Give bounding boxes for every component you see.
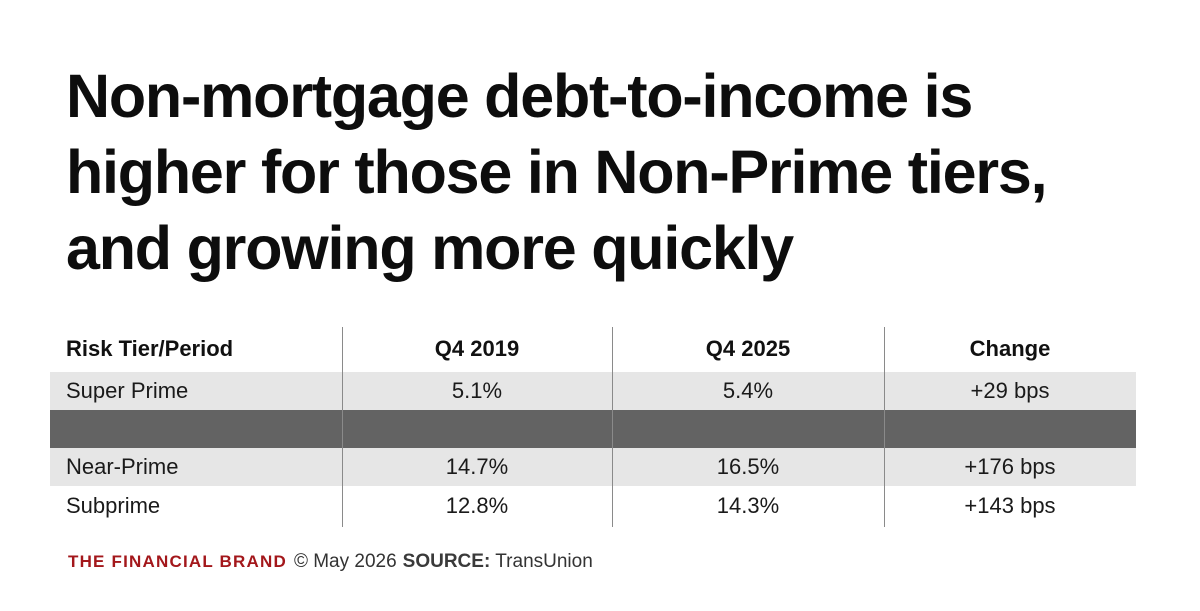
title-line: higher for those in Non-Prime tiers, bbox=[66, 138, 1048, 206]
title-line: and growing more quickly bbox=[66, 214, 794, 282]
column-header-risk-tier: Risk Tier/Period bbox=[66, 336, 234, 361]
cell-risk-tier: Near-Prime bbox=[66, 454, 179, 479]
cell-q4-2019: 12.8% bbox=[445, 493, 509, 518]
cell-q4-2019: 5.1% bbox=[451, 378, 503, 403]
source-name: TransUnion bbox=[495, 551, 593, 572]
copyright-text: © May 2026 bbox=[293, 551, 397, 572]
cell-change: +143 bps bbox=[964, 493, 1056, 518]
table-header-row: Risk Tier/Period Q4 2019 Q4 2025 Change bbox=[50, 327, 1136, 371]
source-label: SOURCE: bbox=[402, 551, 491, 572]
table-row: Subprime 12.8% 14.3% +143 bps bbox=[50, 487, 1136, 525]
cell-q4-2025: 14.3% bbox=[716, 493, 780, 518]
column-divider bbox=[342, 327, 343, 527]
column-divider bbox=[884, 327, 885, 527]
cell-risk-tier: Subprime bbox=[66, 493, 161, 518]
column-header-q4-2025: Q4 2025 bbox=[705, 336, 791, 361]
table-row bbox=[50, 410, 1136, 448]
footer: THE FINANCIAL BRAND © May 2026 SOURCE: T… bbox=[68, 549, 593, 575]
data-table: Risk Tier/Period Q4 2019 Q4 2025 Change … bbox=[50, 327, 1136, 527]
cell-q4-2025: 16.5% bbox=[716, 454, 780, 479]
cell-change: +29 bps bbox=[970, 378, 1050, 403]
chart-title: Non-mortgage debt-to-income is higher fo… bbox=[66, 58, 1166, 286]
brand-logo-text: THE FINANCIAL BRAND bbox=[68, 552, 287, 571]
column-header-change: Change bbox=[969, 336, 1051, 361]
cell-q4-2019: 14.7% bbox=[445, 454, 509, 479]
cell-q4-2025: 5.4% bbox=[722, 378, 774, 403]
table-row: Near-Prime 14.7% 16.5% +176 bps bbox=[50, 448, 1136, 486]
title-line: Non-mortgage debt-to-income is bbox=[66, 62, 973, 130]
column-header-q4-2019: Q4 2019 bbox=[434, 336, 520, 361]
cell-change: +176 bps bbox=[964, 454, 1056, 479]
cell-risk-tier: Super Prime bbox=[66, 378, 189, 403]
column-divider bbox=[612, 327, 613, 527]
table-row: Super Prime 5.1% 5.4% +29 bps bbox=[50, 372, 1136, 410]
